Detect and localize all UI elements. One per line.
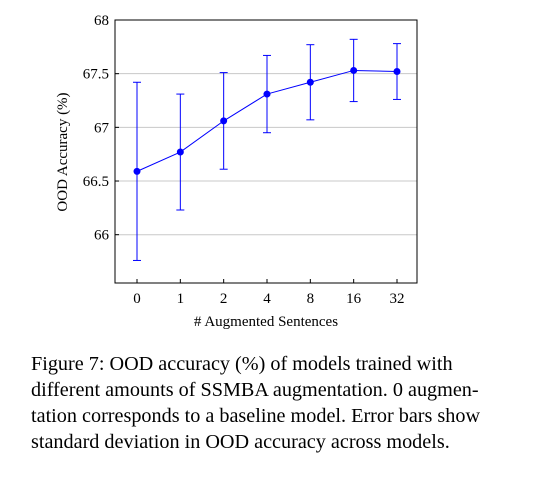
data-point [350, 66, 358, 74]
caption-line: standard deviation in OOD accuracy acros… [31, 431, 450, 453]
caption-line: tation corresponds to a baseline model. … [31, 405, 481, 427]
caption-line: different amounts of SSMBA augmentation.… [31, 379, 479, 401]
x-tick-label: 32 [390, 291, 405, 307]
caption-line: Figure 7: OOD accuracy (%) of models tra… [31, 353, 453, 375]
y-ticks: 66 66.5 67 67.5 68 [83, 13, 119, 244]
y-tick-label: 68 [94, 13, 109, 29]
data-point [263, 90, 271, 98]
data-point [220, 117, 228, 125]
data-point [176, 148, 184, 156]
x-tick-label: 1 [177, 291, 185, 307]
figure-caption: Figure 7: OOD accuracy (%) of models tra… [31, 351, 526, 455]
y-tick-label: 66.5 [83, 174, 109, 190]
ood-accuracy-chart: 66 66.5 67 67.5 68 0 1 2 4 8 16 32 # Augmented Sen… [55, 13, 418, 330]
x-tick-label: 2 [220, 291, 228, 307]
y-axis-label: OOD Accuracy (%) [55, 92, 71, 211]
x-tick-label: 16 [346, 291, 362, 307]
data-point [393, 68, 401, 76]
grid-lines [115, 19, 417, 236]
data-point [133, 167, 141, 175]
y-tick-label: 66 [94, 228, 110, 244]
x-ticks: 0 1 2 4 8 16 32 [133, 279, 405, 307]
error-bars [133, 38, 401, 261]
data-points [133, 66, 401, 175]
y-tick-label: 67 [94, 120, 110, 136]
plot-frame [114, 19, 418, 284]
data-point [306, 78, 314, 86]
x-axis-label: # Augmented Sentences [194, 314, 338, 330]
y-tick-label: 67.5 [83, 67, 109, 83]
x-tick-label: 8 [307, 291, 315, 307]
x-tick-label: 0 [133, 291, 141, 307]
x-tick-label: 4 [263, 291, 271, 307]
